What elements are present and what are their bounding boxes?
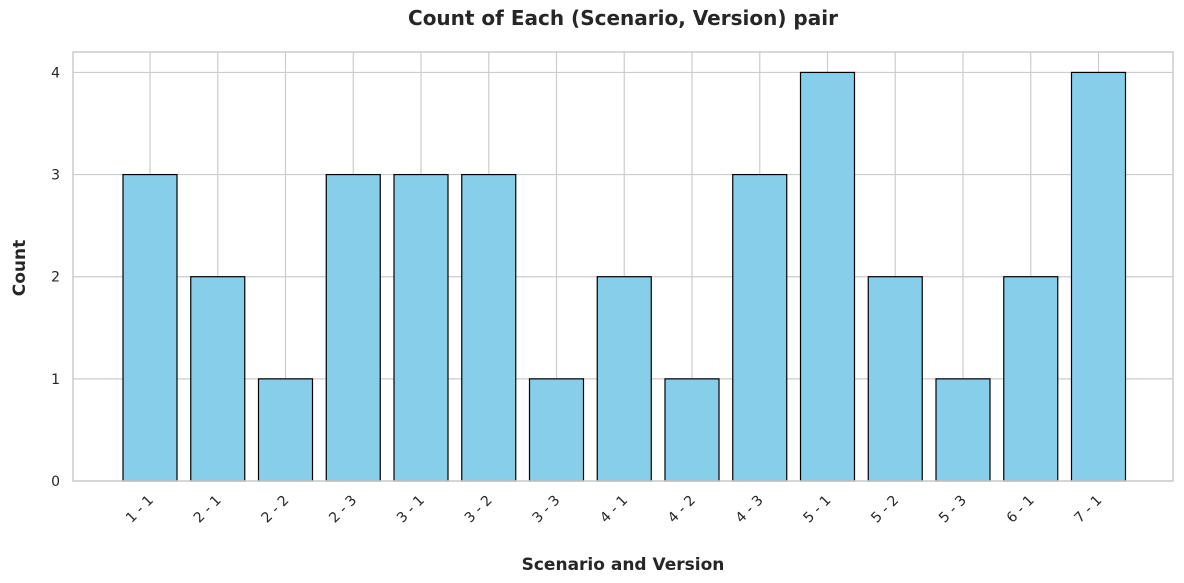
bar bbox=[664, 378, 720, 482]
plot-frame bbox=[72, 51, 1174, 482]
y-tick-label: 1 bbox=[51, 372, 60, 388]
y-tick-label: 2 bbox=[51, 270, 60, 286]
bar bbox=[1070, 71, 1127, 482]
y-axis-ticks: 0 1 2 3 4 bbox=[51, 65, 60, 490]
bar bbox=[596, 276, 652, 482]
bar bbox=[528, 378, 585, 482]
y-tick-label: 4 bbox=[51, 65, 60, 81]
x-axis-label: Scenario and Version bbox=[522, 555, 725, 575]
chart-title: Count of Each (Scenario, Version) pair bbox=[408, 6, 838, 30]
bar bbox=[122, 173, 178, 482]
y-tick-label: 0 bbox=[51, 474, 60, 490]
bar bbox=[393, 173, 449, 482]
y-tick-label: 3 bbox=[51, 168, 60, 184]
bar bbox=[1003, 276, 1059, 482]
bar bbox=[190, 276, 246, 482]
bar bbox=[799, 71, 856, 482]
bars bbox=[122, 71, 1127, 482]
bar bbox=[257, 378, 314, 482]
bar bbox=[867, 276, 923, 482]
bar bbox=[732, 173, 788, 482]
bar bbox=[325, 173, 381, 482]
bar bbox=[461, 173, 517, 482]
bar bbox=[935, 378, 991, 482]
y-axis-label: Count bbox=[10, 240, 30, 297]
